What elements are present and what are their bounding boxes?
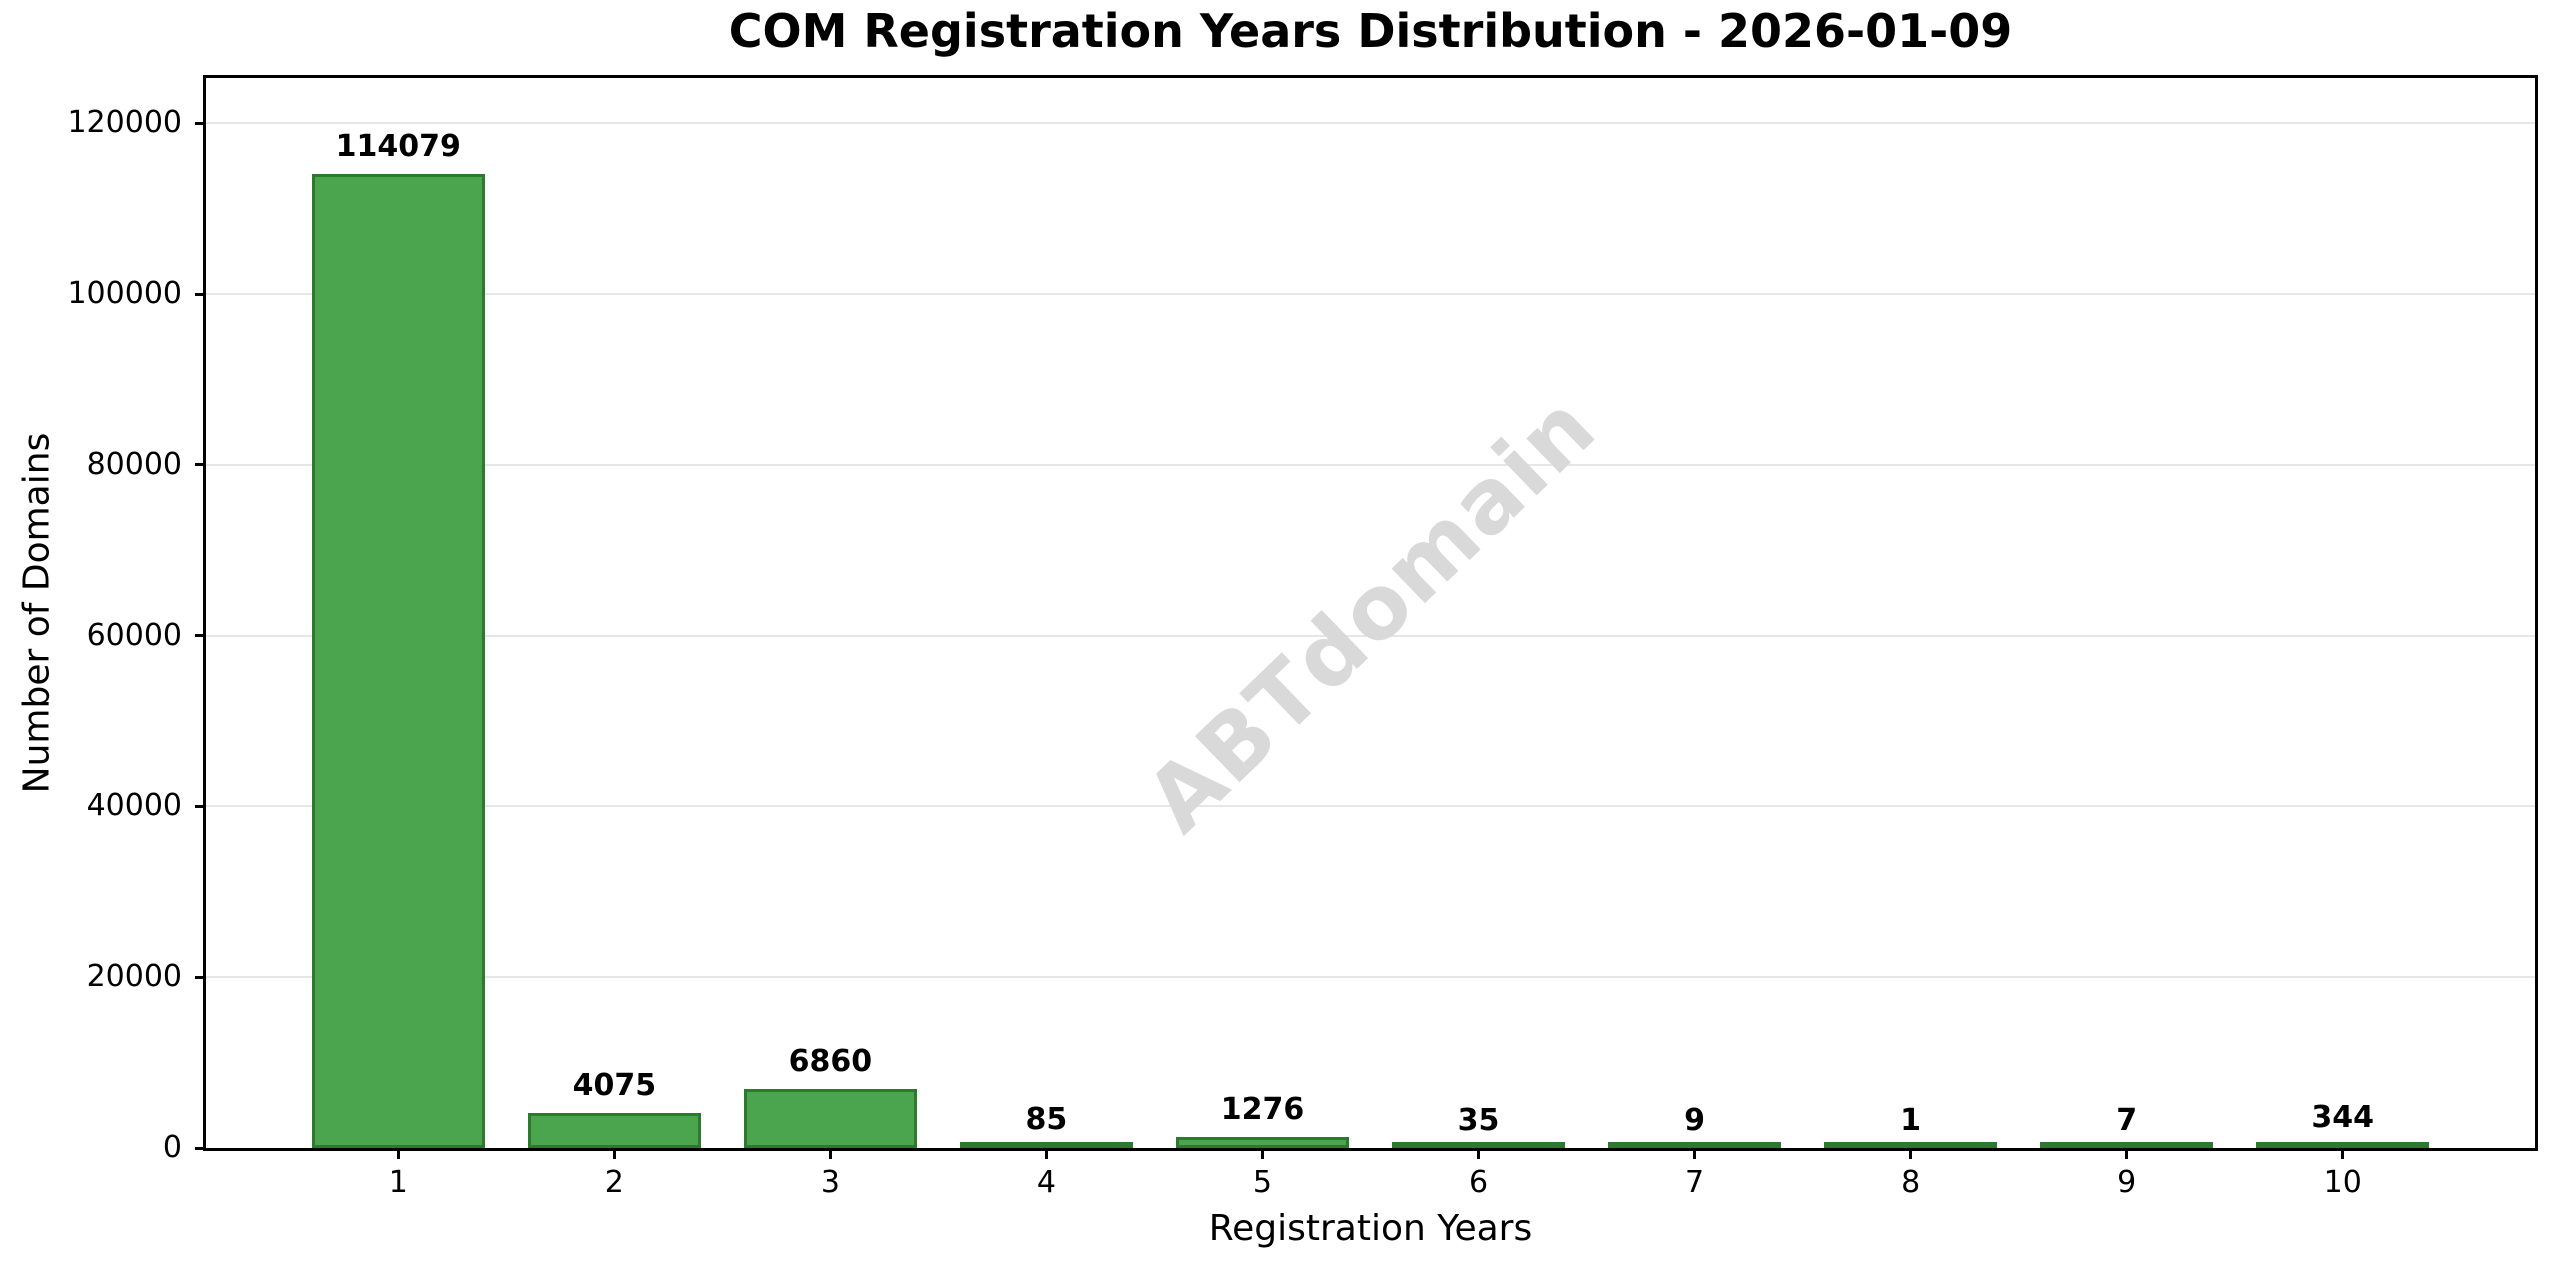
bar-year-3 — [743, 1089, 917, 1148]
bar-year-7 — [1608, 1142, 1781, 1148]
y-tick-label: 40000 — [86, 788, 182, 824]
x-tick-mark — [1909, 1148, 1913, 1159]
bar-year-1 — [311, 173, 485, 1148]
watermark-text: ABTdomain — [1125, 374, 1616, 852]
x-tick-label: 10 — [2323, 1165, 2362, 1200]
y-tick-mark — [195, 1146, 206, 1150]
bar-value-label: 35 — [1457, 1102, 1500, 1138]
bar-value-label: 7 — [2116, 1102, 2138, 1138]
bar-year-2 — [527, 1113, 701, 1148]
x-tick-mark — [1693, 1148, 1697, 1159]
bar-value-label: 4075 — [572, 1068, 657, 1104]
x-tick-mark — [612, 1148, 616, 1159]
bar-year-4 — [960, 1142, 1133, 1148]
x-tick-mark — [2341, 1148, 2345, 1159]
x-tick-label: 1 — [388, 1165, 408, 1200]
bar-year-9 — [2040, 1142, 2214, 1148]
bar-value-label: 6860 — [788, 1044, 873, 1080]
x-tick-mark — [396, 1148, 400, 1159]
y-tick-label: 100000 — [67, 276, 182, 312]
x-tick-mark — [1477, 1148, 1481, 1159]
bar-value-label: 1 — [1900, 1103, 1922, 1138]
y-tick-mark — [195, 463, 206, 467]
bar-year-6 — [1392, 1142, 1565, 1148]
gridline — [206, 634, 2535, 637]
x-tick-label: 5 — [1252, 1165, 1273, 1200]
x-tick-mark — [1260, 1148, 1264, 1159]
x-tick-mark — [2125, 1148, 2129, 1159]
bar-value-label: 114079 — [335, 128, 461, 164]
y-axis-label: Number of Domains — [16, 432, 58, 794]
y-tick-label: 120000 — [67, 105, 182, 141]
x-tick-label: 2 — [604, 1165, 624, 1200]
x-tick-label: 8 — [1901, 1165, 1921, 1200]
chart-title: COM Registration Years Distribution - 20… — [728, 4, 2013, 58]
gridline — [206, 122, 2535, 125]
bar-value-label: 1276 — [1220, 1092, 1305, 1128]
x-tick-label: 9 — [2117, 1165, 2137, 1200]
y-tick-mark — [195, 804, 206, 808]
bar-value-label: 85 — [1025, 1102, 1068, 1138]
x-tick-label: 4 — [1036, 1165, 1056, 1200]
y-tick-mark — [195, 292, 206, 296]
y-tick-label: 60000 — [86, 617, 182, 653]
bar-value-label: 9 — [1684, 1102, 1705, 1138]
x-tick-label: 6 — [1468, 1165, 1489, 1200]
gridline — [206, 805, 2535, 808]
bar-year-10 — [2256, 1142, 2430, 1148]
gridline — [206, 463, 2535, 466]
x-tick-mark — [828, 1148, 832, 1159]
y-tick-mark — [195, 634, 206, 638]
y-tick-label: 0 — [162, 1130, 182, 1165]
x-axis-label: Registration Years — [1208, 1208, 1533, 1249]
y-tick-mark — [195, 121, 206, 125]
x-tick-label: 3 — [820, 1165, 840, 1200]
y-tick-label: 20000 — [86, 959, 182, 995]
bar-value-label: 344 — [2311, 1100, 2375, 1136]
gridline — [206, 293, 2535, 296]
plot-area: 0 20000 40000 60000 80000 100000 120000 114079 1… — [67, 75, 2538, 1198]
y-tick-mark — [195, 975, 206, 979]
x-tick-mark — [1044, 1148, 1048, 1159]
bar-year-5 — [1176, 1137, 1349, 1148]
x-tick-label: 7 — [1685, 1165, 1705, 1200]
y-tick-label: 80000 — [86, 446, 182, 482]
gridline — [206, 976, 2535, 979]
bar-year-8 — [1824, 1142, 1998, 1148]
